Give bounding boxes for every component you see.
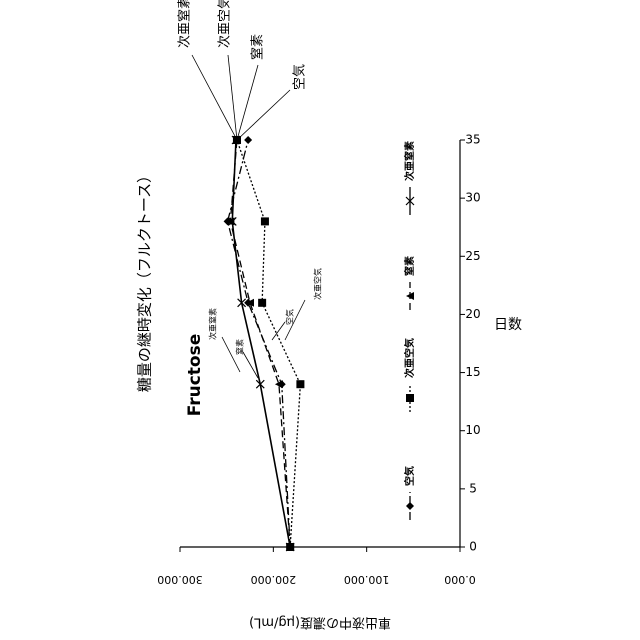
x-tick-label: 15 [465,365,480,379]
legend-label: 次亜窒素 [403,141,416,181]
x-tick-label: 10 [465,423,480,437]
annotation: 空気 [292,64,308,90]
rotated-chart: 糖量の継時変化（フルクトース） Fructose 車出液中の濃度(μg/mL) … [136,0,523,631]
x-tick-label: 30 [465,191,480,205]
x-tick-label: 20 [465,307,480,321]
annotation: 窒素 [250,34,266,60]
x-axis-title: 日数 [494,317,522,333]
legend-label: 次亜空気 [403,338,416,378]
annotation: 次亜空気 [217,0,233,48]
annotation: 次亜窒素 [177,0,193,48]
x-tick-label: 0 [469,540,477,554]
annotation: 空気 [285,309,295,325]
legend-marker [406,394,414,402]
y-axis-title: 車出液中の濃度(μg/mL) [249,615,391,631]
annotation: 次亜空気 [313,268,323,300]
legend-label: 空気 [403,466,416,486]
y-tick-label: 100.000 [344,573,390,586]
chart-title: 糖量の継時変化（フルクトース） [136,168,154,392]
x-tick-label: 35 [465,133,480,147]
chart: 糖量の継時変化（フルクトース） Fructose 車出液中の濃度(μg/mL) … [0,0,640,640]
y-tick-label: 0.000 [444,573,476,586]
legend-marker [406,502,414,510]
y-tick-label: 200.000 [251,573,297,586]
data-point [258,299,266,307]
legend-label: 窒素 [403,256,416,276]
x-tick-label: 25 [465,249,480,263]
annotation: 窒素 [235,339,245,355]
series-line [237,140,300,547]
x-tick-label: 5 [469,481,477,495]
data-point [244,136,252,144]
annotation: 次亜窒素 [208,308,218,340]
data-point [261,217,269,225]
chart-subtitle: Fructose [185,334,205,417]
y-tick-label: 300.000 [157,573,203,586]
data-point [296,380,304,388]
